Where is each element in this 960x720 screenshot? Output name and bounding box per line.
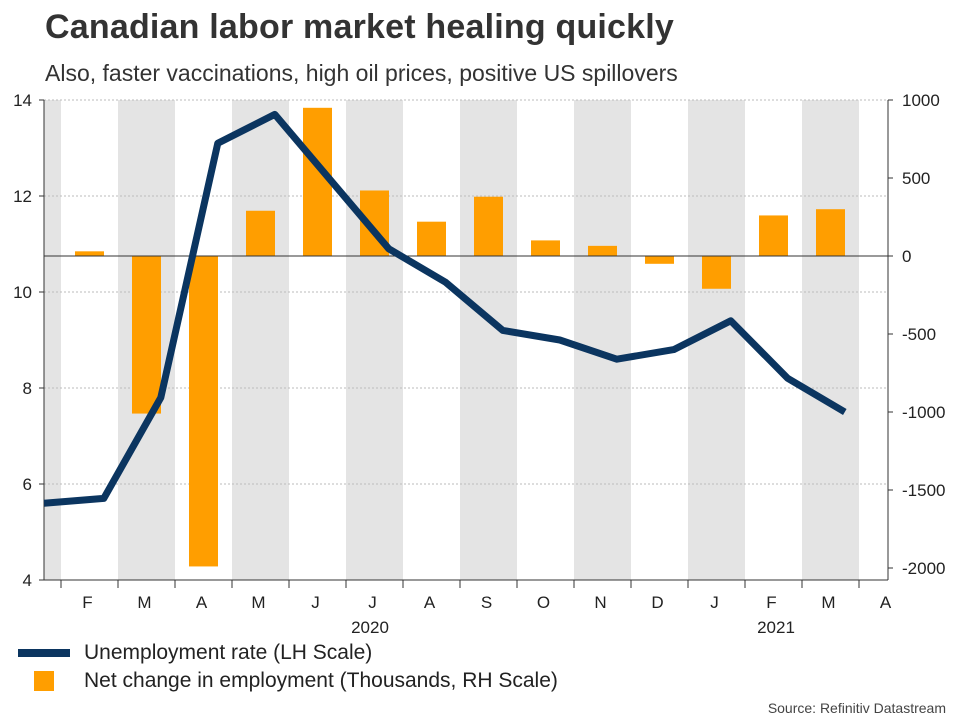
employment-bar-Mar-21 [816, 209, 845, 256]
employment-bar-Feb-20 [75, 251, 104, 256]
legend-bar-swatch [34, 671, 54, 691]
employment-bar-Aug-20 [417, 221, 446, 256]
employment-bar-Oct-20 [531, 240, 560, 256]
right-tick-label: -500 [902, 325, 936, 344]
right-tick-label: 0 [902, 247, 911, 266]
legend-bar-entry: Net change in employment (Thousands, RH … [18, 669, 558, 693]
employment-bar-Mar-20 [132, 256, 161, 414]
shade-band [802, 100, 859, 580]
left-tick-label: 6 [23, 475, 32, 494]
right-tick-label: 1000 [902, 91, 940, 110]
x-month-label: M [251, 593, 265, 612]
x-month-label: J [368, 593, 377, 612]
left-tick-label: 8 [23, 379, 32, 398]
tick-labels: 4 6 8 10 12 14 1000 500 0 -500 -1000 -1500 -2000 F M A M… [13, 91, 945, 637]
employment-bar-Nov-20 [588, 245, 617, 256]
employment-bar-May-20 [246, 210, 275, 256]
x-month-label: N [594, 593, 606, 612]
employment-bar-Jun-20 [303, 107, 332, 256]
legend-line-swatch [18, 649, 70, 657]
x-month-label: M [137, 593, 151, 612]
x-month-label: F [766, 593, 776, 612]
shade-band [232, 100, 289, 580]
unemployment-rate-line [43, 110, 847, 507]
shade-band [346, 100, 403, 580]
right-tick-label: -2000 [902, 559, 945, 578]
x-month-label: J [710, 593, 719, 612]
shade-band [44, 100, 61, 580]
x-month-label: A [196, 593, 208, 612]
employment-bars [75, 107, 845, 567]
left-tick-label: 4 [23, 571, 32, 590]
right-tick-label: 500 [902, 169, 930, 188]
shaded-periods [44, 100, 859, 580]
left-tick-label: 14 [13, 91, 32, 110]
right-tick-label: -1500 [902, 481, 945, 500]
legend-bar-label: Net change in employment (Thousands, RH … [84, 669, 558, 692]
year-label-2021: 2021 [757, 618, 795, 637]
employment-bar-Sep-20 [474, 196, 503, 256]
shade-band [460, 100, 517, 580]
unemployment-line-layer [43, 110, 847, 507]
x-month-label: A [424, 593, 436, 612]
x-month-label: J [311, 593, 320, 612]
x-month-label: M [821, 593, 835, 612]
shade-band [574, 100, 631, 580]
employment-bar-Feb-21 [759, 215, 788, 256]
right-tick-label: -1000 [902, 403, 945, 422]
left-tick-label: 10 [13, 283, 32, 302]
x-month-label: F [82, 593, 92, 612]
left-tick-label: 12 [13, 187, 32, 206]
chart-subtitle: Also, faster vaccinations, high oil pric… [45, 60, 678, 86]
employment-bar-Jan-21 [702, 256, 731, 289]
chart-canvas: 4 6 8 10 12 14 1000 500 0 -500 -1000 -1500 -2000 F M A M… [13, 91, 945, 637]
x-month-label: O [537, 593, 550, 612]
x-month-label: A [880, 593, 892, 612]
legend-line-label: Unemployment rate (LH Scale) [84, 641, 373, 664]
x-month-label: D [651, 593, 663, 612]
legend-line-entry: Unemployment rate (LH Scale) [18, 641, 372, 665]
axes [39, 99, 893, 588]
x-month-label: S [481, 593, 492, 612]
source-note: Source: Refinitiv Datastream [767, 700, 946, 716]
employment-bar-Apr-20 [189, 256, 218, 567]
employment-bar-Dec-20 [645, 256, 674, 264]
chart-title: Canadian labor market healing quickly [45, 8, 675, 46]
year-label-2020: 2020 [351, 618, 389, 637]
